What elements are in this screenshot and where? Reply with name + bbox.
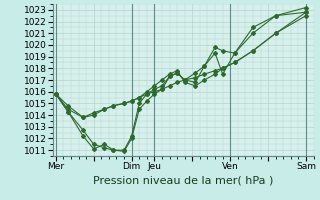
- X-axis label: Pression niveau de la mer( hPa ): Pression niveau de la mer( hPa ): [93, 175, 273, 185]
